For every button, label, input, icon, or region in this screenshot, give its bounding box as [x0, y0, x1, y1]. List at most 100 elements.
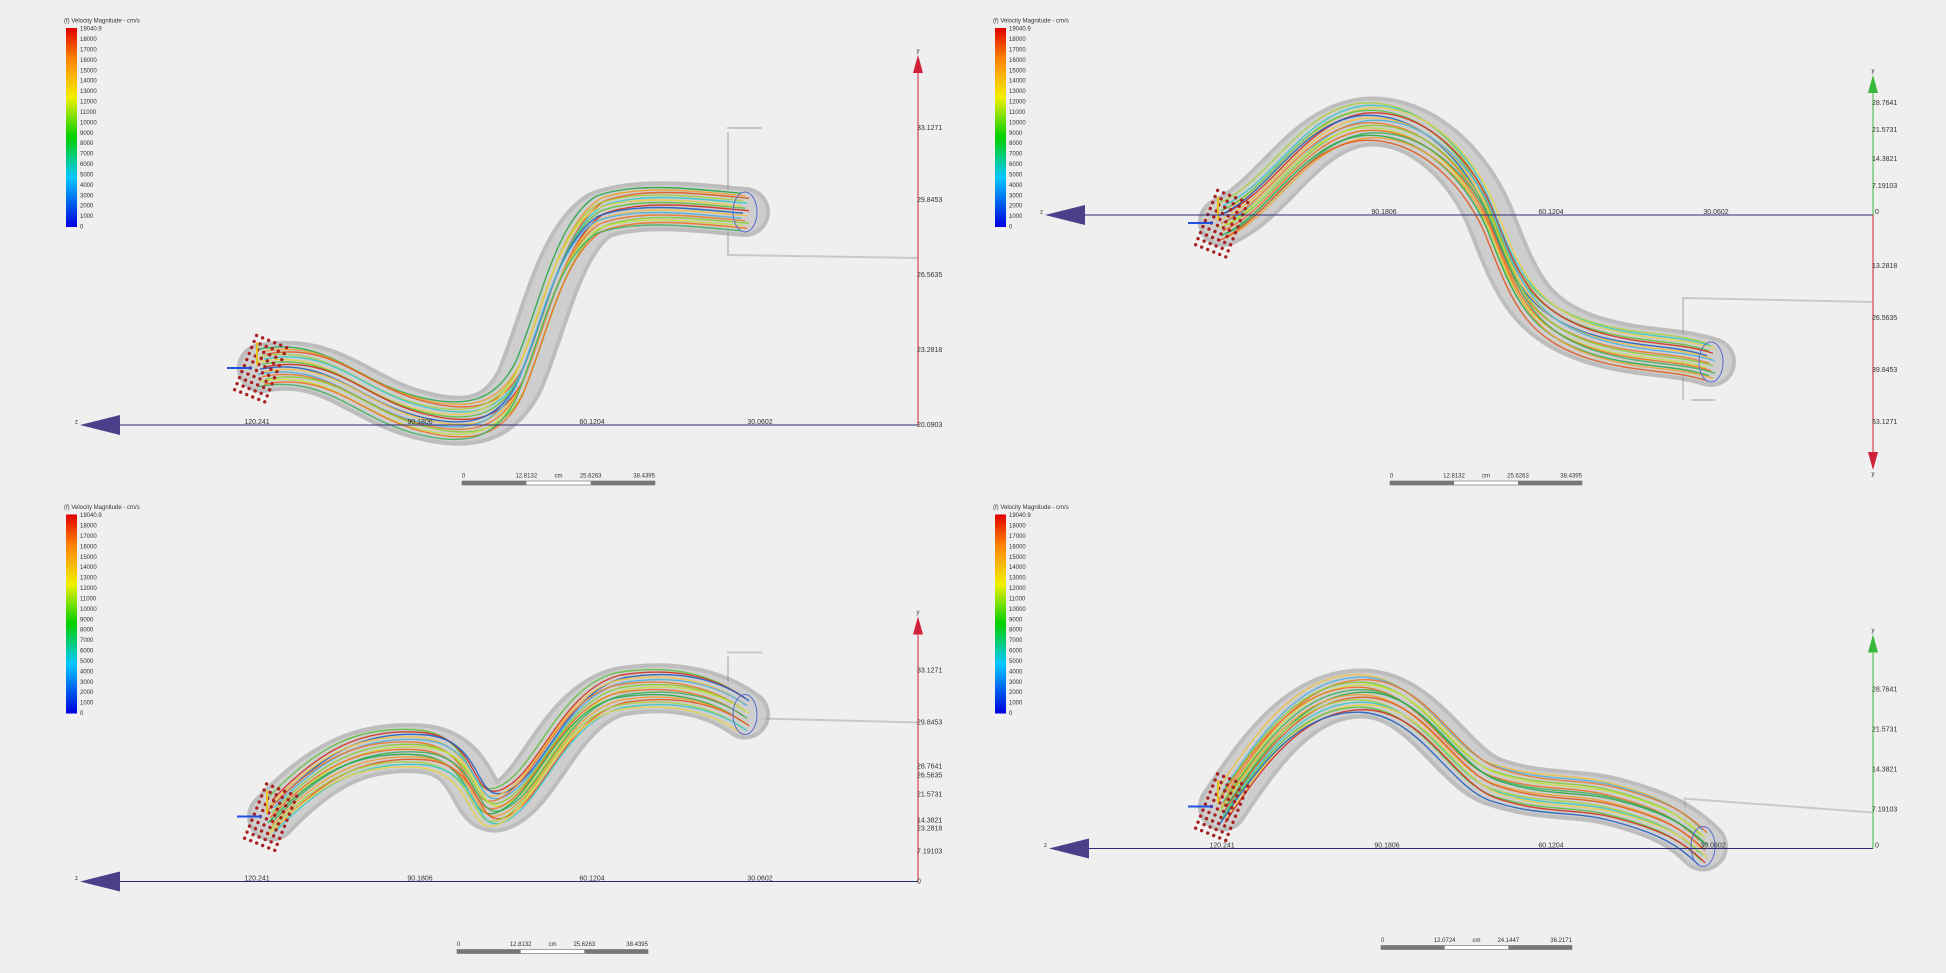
legend-label: 1000: [1009, 701, 1023, 707]
seed-point: [1213, 778, 1217, 782]
seed-point: [1193, 242, 1198, 247]
seed-point: [272, 799, 276, 803]
scale-bar-label: cm: [1482, 474, 1490, 480]
seed-point: [1226, 797, 1231, 802]
seed-point: [278, 343, 283, 347]
seed-point: [1196, 820, 1200, 824]
scale-bar-label: 25.6263: [573, 942, 595, 948]
seed-point: [264, 782, 269, 786]
seed-point: [269, 367, 273, 371]
streamline: [1224, 112, 1714, 354]
seed-point: [1214, 244, 1218, 248]
seed-point: [1225, 783, 1229, 787]
seed-point: [1221, 809, 1226, 814]
seed-point: [1202, 239, 1206, 243]
legend-label: 12000: [80, 100, 97, 106]
seed-point: [1233, 779, 1238, 783]
seed-point: [272, 341, 277, 345]
seed-point: [1204, 233, 1209, 237]
legend-title: (f) Velocity Magnitude - cm/s: [993, 19, 1069, 25]
seed-point: [1227, 777, 1232, 781]
seed-point: [244, 392, 249, 397]
seed-point: [267, 811, 271, 815]
seed-point: [249, 380, 254, 385]
seed-point: [260, 371, 265, 375]
legend-label: 19040.9: [1009, 513, 1031, 519]
v-axis-label: 29.8453: [917, 197, 942, 204]
seed-point: [280, 795, 284, 799]
h-axis-label: 60.1204: [1538, 842, 1563, 849]
legend-label: 10000: [1009, 120, 1026, 126]
seed-point: [271, 834, 276, 838]
seed-point: [1216, 238, 1221, 242]
seed-point: [247, 386, 251, 391]
seed-point: [276, 787, 281, 791]
seed-point: [242, 836, 247, 840]
v-axis-label: 14.3821: [917, 817, 942, 824]
seed-point: [286, 798, 290, 802]
legend-label: 14000: [80, 565, 97, 571]
scale-bar-label: 36.2171: [1550, 938, 1572, 944]
seed-point: [268, 825, 272, 830]
seed-point: [264, 344, 268, 349]
streamline: [269, 688, 744, 819]
seed-point: [1199, 828, 1204, 833]
seed-point: [268, 790, 272, 795]
legend-label: 6000: [80, 649, 94, 655]
scale-bar-label: 0: [462, 474, 466, 480]
seed-point: [255, 806, 259, 810]
seed-point: [262, 350, 266, 355]
seed-point: [1210, 819, 1215, 823]
seed-point: [253, 826, 258, 831]
streamline: [271, 683, 746, 814]
seed-point: [271, 361, 276, 365]
legend-label: 7000: [1009, 152, 1023, 158]
seed-point: [1207, 810, 1211, 815]
scale-bar-label: 12.8132: [510, 942, 532, 948]
legend-label: 18000: [80, 37, 97, 43]
legend-label: 1000: [80, 214, 94, 220]
seed-point: [1216, 821, 1221, 826]
legend-label: 4000: [80, 183, 94, 189]
seed-point: [1204, 816, 1209, 821]
scale-bar-label: 38.4395: [633, 474, 655, 480]
seed-point: [257, 397, 261, 402]
legend-label: 19040.9: [80, 27, 102, 33]
seed-point: [264, 817, 269, 821]
seed-point: [278, 801, 282, 805]
legend-label: 0: [80, 225, 84, 231]
seed-point: [259, 794, 264, 798]
legend-title: (f) Velocity Magnitude - cm/s: [64, 505, 140, 511]
seed-point: [1210, 200, 1215, 205]
seed-point: [263, 400, 267, 404]
streamline: [1218, 127, 1708, 369]
v-axis-down-label: 39.8453: [1872, 367, 1897, 374]
seed-point: [1213, 229, 1217, 234]
seed-point: [1233, 196, 1238, 200]
seed-point: [1223, 789, 1227, 793]
seed-point: [1201, 224, 1205, 229]
seed-point: [245, 357, 249, 362]
color-bar: [66, 28, 77, 227]
legend-label: 8000: [1009, 628, 1023, 634]
legend-label: 0: [80, 711, 84, 717]
seed-point: [1212, 833, 1216, 838]
legend-title: (f) Velocity Magnitude - cm/s: [993, 505, 1069, 511]
seed-point: [261, 808, 265, 813]
seed-point: [1231, 785, 1235, 789]
seed-point: [254, 841, 259, 845]
seed-point: [1225, 199, 1229, 204]
legend-label: 15000: [1009, 68, 1026, 74]
legend-label: 5000: [80, 659, 94, 665]
h-axis-label: 30.0602: [1700, 842, 1725, 849]
seed-point: [247, 351, 251, 356]
seed-point: [240, 369, 244, 374]
seed-point: [1224, 803, 1228, 808]
seed-point: [1222, 240, 1227, 245]
pipe-inner: [241, 185, 766, 442]
seed-point: [258, 377, 262, 381]
seed-point: [274, 793, 278, 797]
seed-point: [257, 800, 261, 804]
legend-label: 9000: [1009, 617, 1023, 623]
